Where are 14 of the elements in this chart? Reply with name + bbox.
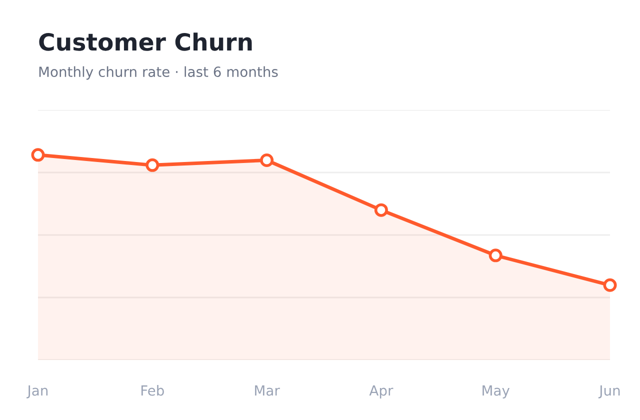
point — [374, 203, 388, 217]
x-tick-label: Jun — [598, 385, 620, 398]
x-tick-label: Feb — [141, 385, 164, 396]
point — [31, 148, 45, 162]
chart-title: Customer Churn — [39, 32, 252, 51]
point — [146, 158, 160, 172]
point — [603, 278, 617, 292]
point — [260, 153, 274, 168]
point — [488, 248, 502, 262]
x-tick-label: Mar — [255, 385, 280, 396]
x-tick-label: May — [482, 385, 510, 398]
x-tick-label: Apr — [369, 385, 394, 398]
chart-subtitle: Monthly churn rate · last 6 months — [39, 66, 278, 80]
x-tick-label: Jan — [26, 385, 48, 398]
